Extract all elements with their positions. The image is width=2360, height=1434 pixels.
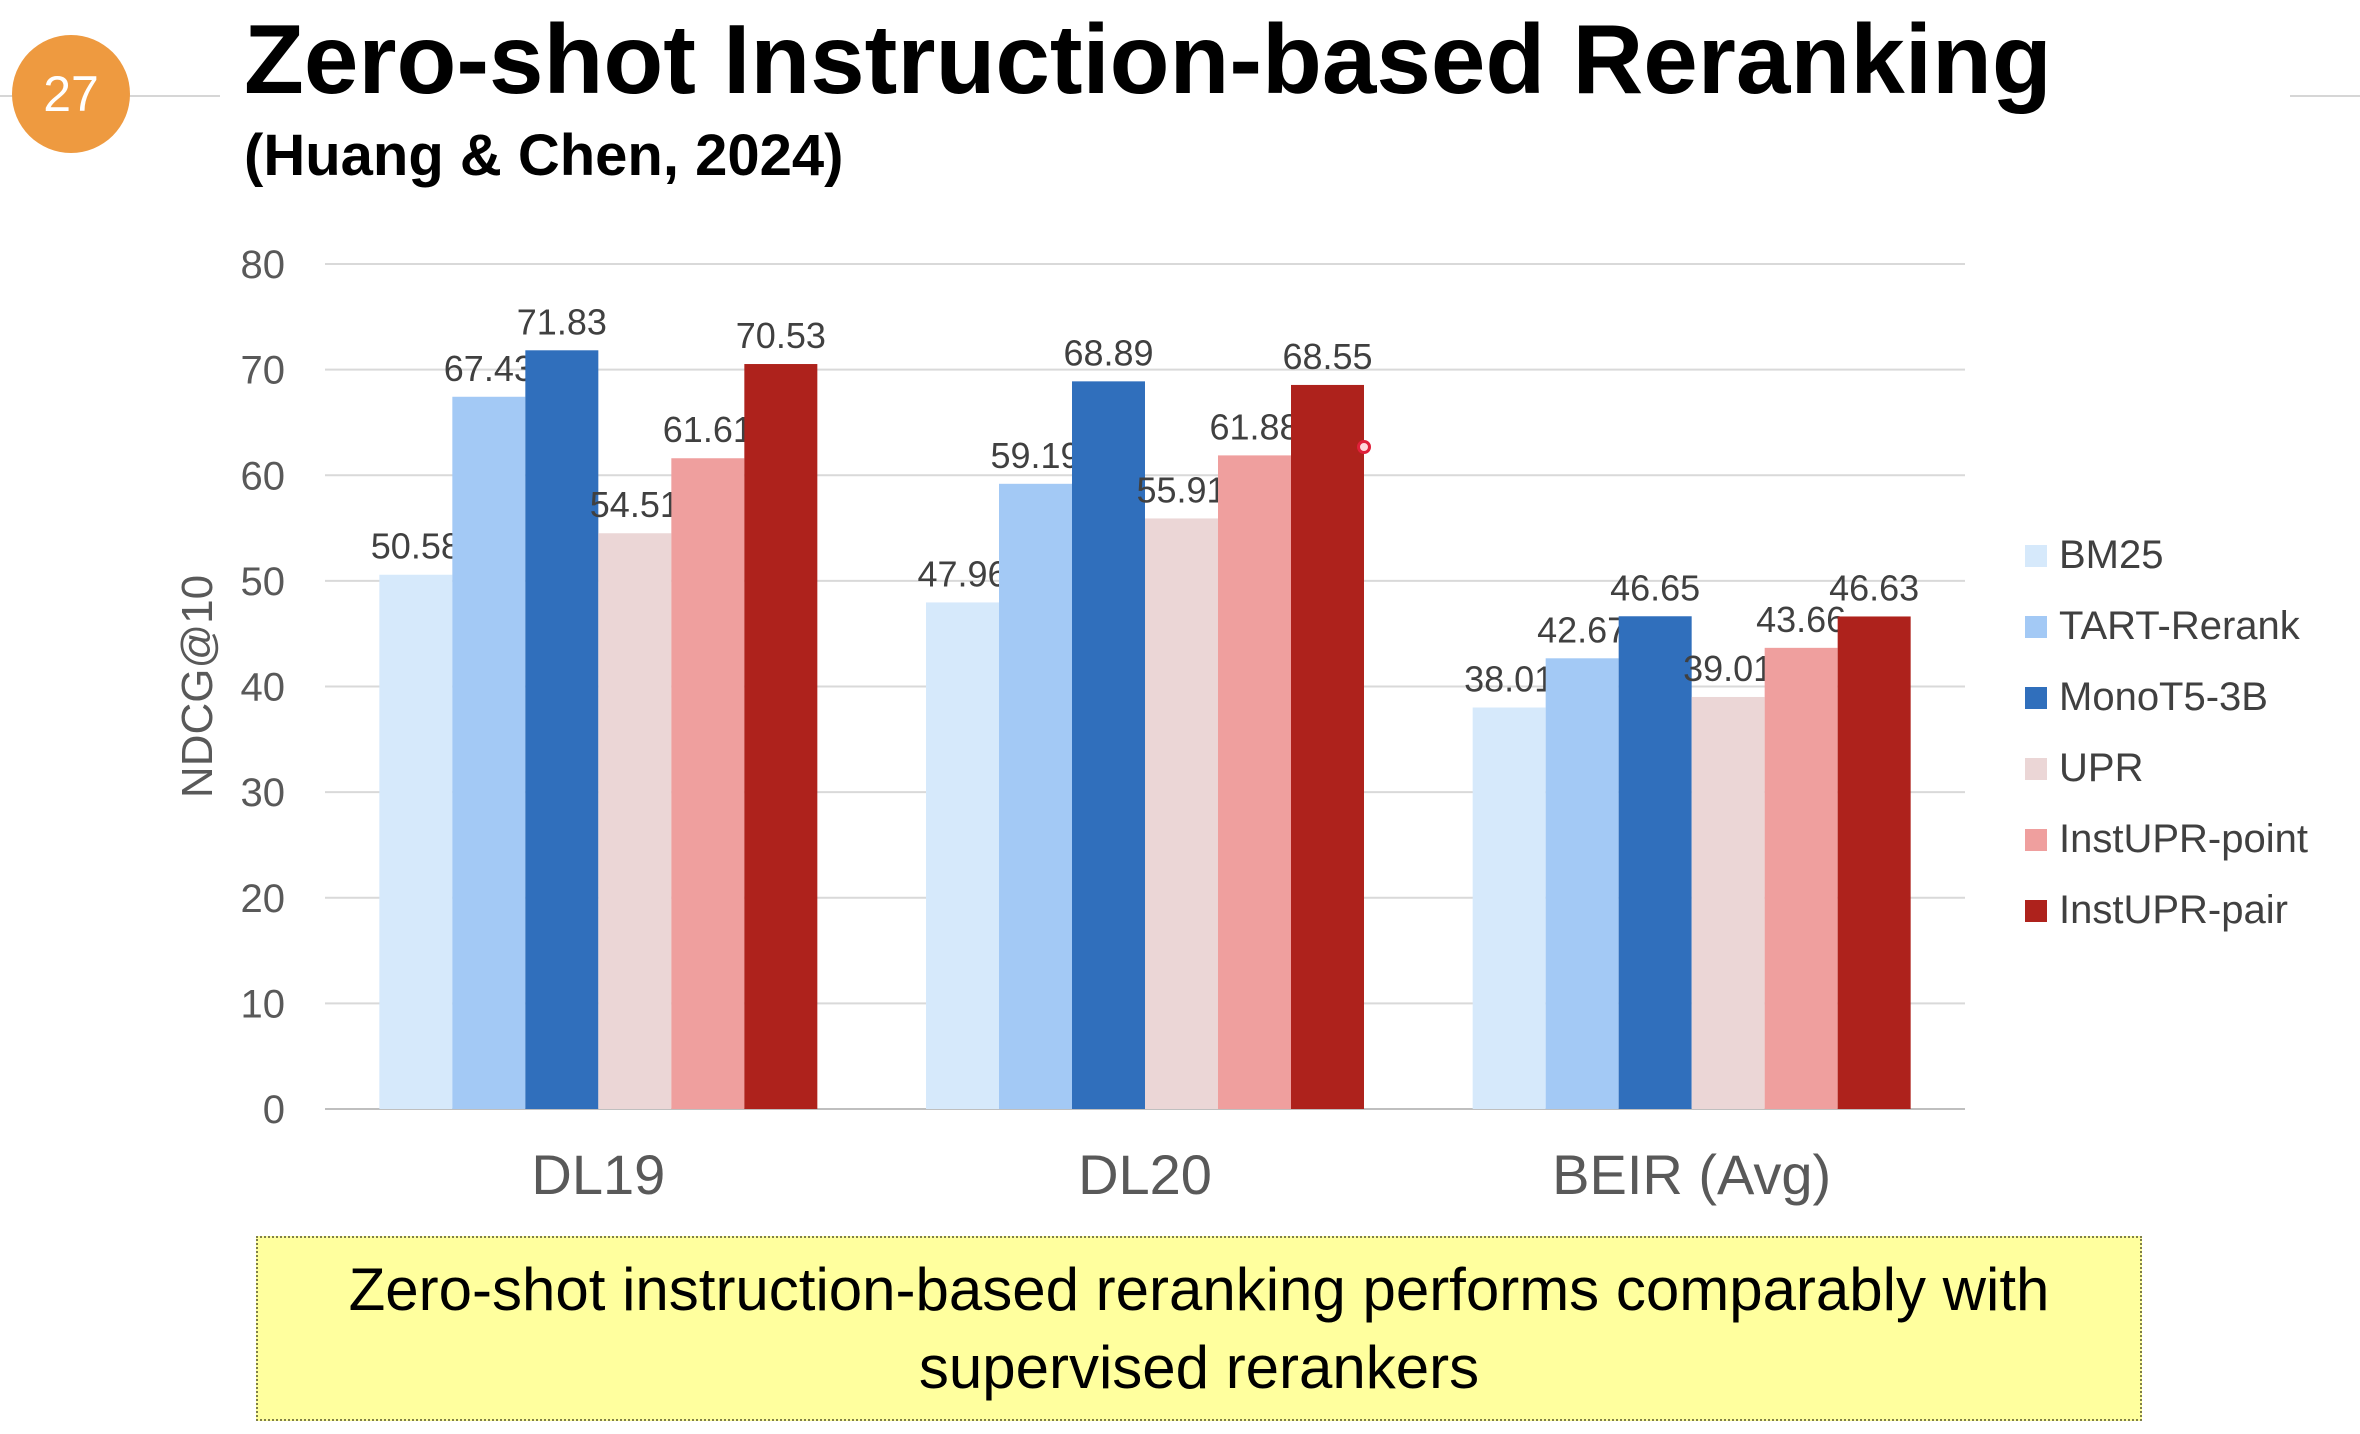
data-label: 46.65 xyxy=(1610,567,1700,608)
legend-swatch xyxy=(2025,615,2047,638)
slide-title: Zero-shot Instruction-based Reranking xyxy=(244,4,2052,114)
legend-label: BM25 xyxy=(2059,533,2164,577)
data-label: 54.51 xyxy=(590,484,680,525)
data-label: 61.88 xyxy=(1209,406,1299,447)
bar xyxy=(1291,384,1364,1109)
y-tick-label: 70 xyxy=(241,349,286,393)
y-tick-label: 10 xyxy=(241,982,286,1026)
legend-swatch xyxy=(2025,686,2047,709)
header-rule-right xyxy=(2290,95,2360,97)
legend-item: InstUPR-pair xyxy=(2025,875,2308,946)
data-label: 68.89 xyxy=(1063,332,1153,373)
takeaway-text: Zero-shot instruction-based reranking pe… xyxy=(348,1255,2050,1401)
data-label: 67.43 xyxy=(444,348,534,389)
x-category-label: DL20 xyxy=(1078,1143,1212,1206)
data-label: 70.53 xyxy=(736,315,826,356)
legend-item: MonoT5-3B xyxy=(2025,662,2308,733)
bar xyxy=(671,458,745,1109)
data-label: 42.67 xyxy=(1537,609,1627,650)
y-tick-label: 30 xyxy=(241,771,286,815)
legend-item: UPR xyxy=(2025,733,2308,804)
y-tick-label: 60 xyxy=(241,454,286,498)
x-category-label: BEIR (Avg) xyxy=(1552,1143,1831,1206)
bar xyxy=(598,533,672,1109)
bar xyxy=(1764,647,1838,1109)
y-axis-title: NDCG@10 xyxy=(173,575,222,798)
data-label: 38.01 xyxy=(1464,659,1554,700)
data-label: 61.61 xyxy=(663,409,753,450)
bar-chart: 0 10 20 30 40 50 60 70 80 NDCG@10 50.58 67.43 71.83 5… xyxy=(173,243,1965,1206)
slide-number: 27 xyxy=(43,66,99,122)
bar xyxy=(1072,381,1145,1109)
legend-swatch xyxy=(2025,828,2047,851)
y-tick-label: 20 xyxy=(241,877,286,921)
bar xyxy=(1545,658,1619,1109)
bar xyxy=(379,574,453,1109)
pointer-cursor-icon xyxy=(1357,440,1371,454)
data-label: 55.91 xyxy=(1136,469,1226,510)
bar xyxy=(1472,707,1546,1109)
bar xyxy=(999,483,1072,1109)
bar xyxy=(926,602,999,1109)
legend-label: InstUPR-pair xyxy=(2059,888,2288,932)
legend-item: TART-Rerank xyxy=(2025,591,2308,662)
data-label: 68.55 xyxy=(1282,336,1372,377)
data-label: 50.58 xyxy=(371,526,461,567)
bar xyxy=(1837,616,1911,1109)
y-tick-label: 0 xyxy=(263,1088,285,1132)
data-label: 47.96 xyxy=(917,553,1007,594)
bar xyxy=(525,350,599,1109)
bar xyxy=(744,364,818,1110)
y-tick-label: 50 xyxy=(241,560,286,604)
bar xyxy=(452,396,526,1109)
legend-label: MonoT5-3B xyxy=(2059,675,2268,719)
legend-label: UPR xyxy=(2059,746,2144,790)
slide-number-badge: 27 xyxy=(12,35,130,153)
legend-label: TART-Rerank xyxy=(2059,604,2300,648)
data-label: 43.66 xyxy=(1756,599,1846,640)
data-label: 46.63 xyxy=(1829,567,1919,608)
data-label: 71.83 xyxy=(517,301,607,342)
slide-subtitle: (Huang & Chen, 2024) xyxy=(244,123,844,188)
bar xyxy=(1145,518,1218,1109)
bar xyxy=(1218,455,1291,1110)
y-tick-label: 80 xyxy=(241,243,286,287)
legend-item: BM25 xyxy=(2025,520,2308,591)
data-label: 39.01 xyxy=(1683,648,1773,689)
x-category-label: DL19 xyxy=(531,1143,665,1206)
data-label: 59.19 xyxy=(990,435,1080,476)
takeaway-box: Zero-shot instruction-based reranking pe… xyxy=(256,1236,2142,1421)
legend-swatch xyxy=(2025,899,2047,922)
bar xyxy=(1618,616,1692,1109)
legend-item: InstUPR-point xyxy=(2025,804,2308,875)
legend-swatch xyxy=(2025,757,2047,780)
legend-label: InstUPR-point xyxy=(2059,817,2308,861)
chart-legend: BM25 TART-Rerank MonoT5-3B UPR InstUPR-point… xyxy=(2025,520,2308,946)
y-tick-label: 40 xyxy=(241,666,286,710)
bar xyxy=(1691,696,1765,1109)
legend-swatch xyxy=(2025,544,2047,567)
